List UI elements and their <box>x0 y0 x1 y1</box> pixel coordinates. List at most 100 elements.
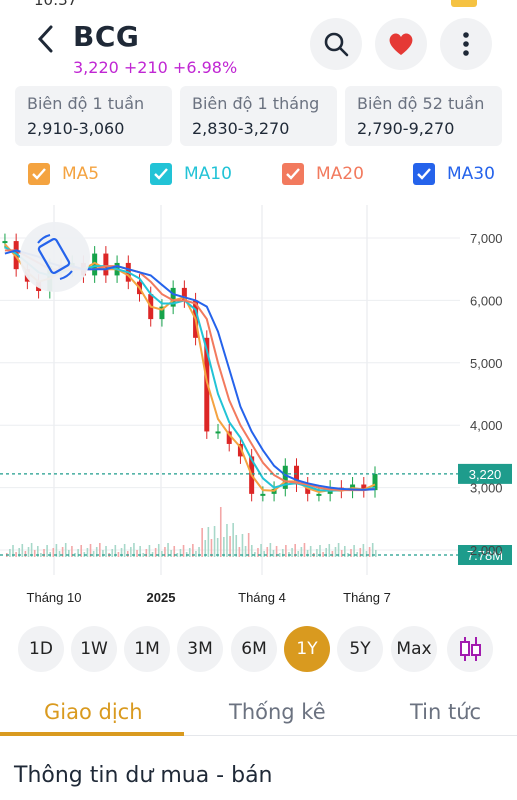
volume-bar <box>356 552 358 557</box>
ma10-label: MA10 <box>184 164 232 184</box>
timeframe-3m[interactable]: 3M <box>177 626 223 672</box>
rotate-screen-icon[interactable] <box>20 222 90 292</box>
volume-bar <box>362 544 365 557</box>
candle-body <box>181 287 187 301</box>
range-label: Biên độ 1 tuần <box>27 94 145 113</box>
volume-bar <box>182 545 185 557</box>
ma30-toggle[interactable]: MA30 <box>413 160 495 188</box>
range-value: 2,790-9,270 <box>357 119 455 138</box>
timeframe-1d[interactable]: 1D <box>18 626 64 672</box>
volume-bar <box>43 549 45 557</box>
candle-body <box>316 493 322 496</box>
volume-bar <box>9 549 11 557</box>
volume-bar <box>92 551 95 557</box>
ma30-label: MA30 <box>447 164 495 184</box>
volume-bar <box>117 552 120 557</box>
battery-icon <box>451 0 477 7</box>
ma5-toggle[interactable]: MA5 <box>28 160 99 188</box>
volume-bar <box>210 539 213 557</box>
volume-bar <box>213 526 216 557</box>
candle-body <box>13 241 19 270</box>
volume-bar <box>331 551 334 557</box>
y-tick-label: 6,000 <box>470 293 503 308</box>
ma-toggles: MA5 MA10 MA20 MA30 <box>0 160 517 188</box>
volume-bar <box>173 546 176 557</box>
volume-bar <box>61 547 64 557</box>
volume-bar <box>325 548 327 557</box>
volume-bar <box>99 543 101 557</box>
volume-bar <box>24 551 27 557</box>
y-tick-label: 3,000 <box>470 481 503 496</box>
x-tick-label: Tháng 4 <box>238 590 286 605</box>
volume-bar <box>229 536 231 557</box>
more-button[interactable] <box>440 18 492 70</box>
volume-bar <box>353 545 355 557</box>
x-tick-label: Tháng 10 <box>27 590 82 605</box>
volume-bar <box>371 543 374 557</box>
back-button[interactable] <box>30 24 60 54</box>
ma10-toggle[interactable]: MA10 <box>150 160 232 188</box>
price-chart-svg[interactable]: 3,220 7.78M 7,000 6,000 5,000 4,000 3,000 2,000… <box>0 205 517 615</box>
volume-bar <box>216 538 219 557</box>
status-time: 10:37 <box>34 0 78 9</box>
timeframe-1y[interactable]: 1Y <box>284 626 330 672</box>
volume-bar <box>164 547 166 557</box>
search-button[interactable] <box>310 18 362 70</box>
price-chart[interactable]: 3,220 7.78M 7,000 6,000 5,000 4,000 3,000 2,000… <box>0 205 517 615</box>
volume-bar <box>167 543 169 557</box>
volume-bar <box>232 523 234 557</box>
volume-bar <box>272 550 275 557</box>
volume-bar <box>337 543 340 557</box>
volume-bar <box>139 546 141 557</box>
range-card-1w: Biên độ 1 tuần 2,910-3,060 <box>15 86 172 146</box>
volume-bar <box>340 550 343 557</box>
favorite-button[interactable] <box>375 18 427 70</box>
ma20-toggle[interactable]: MA20 <box>282 160 364 188</box>
checkbox-icon <box>28 163 50 185</box>
tab-giao-dich[interactable]: Giao dịch <box>44 700 143 724</box>
volume-bar <box>30 543 33 557</box>
tab-thong-ke[interactable]: Thống kê <box>229 700 326 724</box>
candle-body <box>92 253 98 276</box>
volume-bar <box>179 549 182 557</box>
volume-bar <box>77 549 79 557</box>
volume-bar <box>343 546 346 557</box>
timeframe-1w[interactable]: 1W <box>71 626 117 672</box>
volume-bar <box>247 533 250 557</box>
volume-bar <box>52 548 55 557</box>
volume-bar <box>111 549 114 557</box>
volume-bar <box>188 548 191 557</box>
volume-bar <box>285 545 287 557</box>
volume-bar <box>300 547 303 557</box>
candle-body <box>2 241 8 244</box>
volume-badge-text: 7.78M <box>467 548 503 563</box>
volume-bar <box>120 548 123 557</box>
volume-bar <box>68 550 70 557</box>
timeframe-1m[interactable]: 1M <box>124 626 170 672</box>
candle-body <box>282 465 288 489</box>
volume-bar <box>27 547 30 557</box>
range-card-1m: Biên độ 1 tháng 2,830-3,270 <box>180 86 337 146</box>
timeframe-5y[interactable]: 5Y <box>337 626 383 672</box>
candle-body <box>103 253 109 276</box>
volume-bar <box>359 548 362 557</box>
timeframe-max[interactable]: Max <box>391 626 437 672</box>
volume-bar <box>105 546 107 557</box>
range-value: 2,830-3,270 <box>192 119 290 138</box>
x-tick-label: 2025 <box>147 590 176 605</box>
candle-body <box>226 431 232 444</box>
x-tick-label: Tháng 7 <box>343 590 391 605</box>
volume-bar <box>74 553 76 557</box>
candle-body <box>215 431 221 434</box>
y-tick-label: 5,000 <box>470 356 503 371</box>
volume-bar <box>145 549 148 557</box>
range-label: Biên độ 52 tuần <box>357 94 485 113</box>
volume-bar <box>319 545 321 557</box>
volume-bar <box>303 543 306 557</box>
volume-bar <box>136 550 138 557</box>
volume-bar <box>95 547 98 557</box>
price-change: 3,220 +210 +6.98% <box>73 58 238 77</box>
candlestick-toggle-button[interactable] <box>447 626 493 672</box>
timeframe-6m[interactable]: 6M <box>231 626 277 672</box>
tab-tin-tuc[interactable]: Tin tức <box>410 700 482 724</box>
